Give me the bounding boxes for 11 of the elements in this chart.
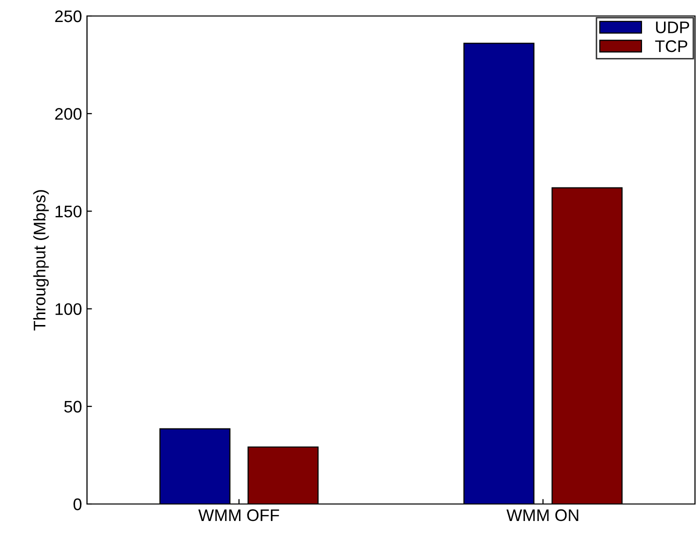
y-tick-label: 50 xyxy=(64,400,82,413)
y-tick-label: 100 xyxy=(56,303,82,316)
legend-label: UDP xyxy=(656,22,690,34)
y-tick-label: 0 xyxy=(74,498,82,510)
y-tick-label: 150 xyxy=(56,206,82,218)
x-tick-label: WMM OFF xyxy=(198,509,280,522)
y-tick-label: 250 xyxy=(55,10,82,22)
y-tick-label: 200 xyxy=(55,108,82,120)
x-tick-label: WMM ON xyxy=(506,509,578,522)
legend-label: TCP xyxy=(655,40,688,52)
y-axis-title: Throughput (Mbps) xyxy=(33,190,49,330)
